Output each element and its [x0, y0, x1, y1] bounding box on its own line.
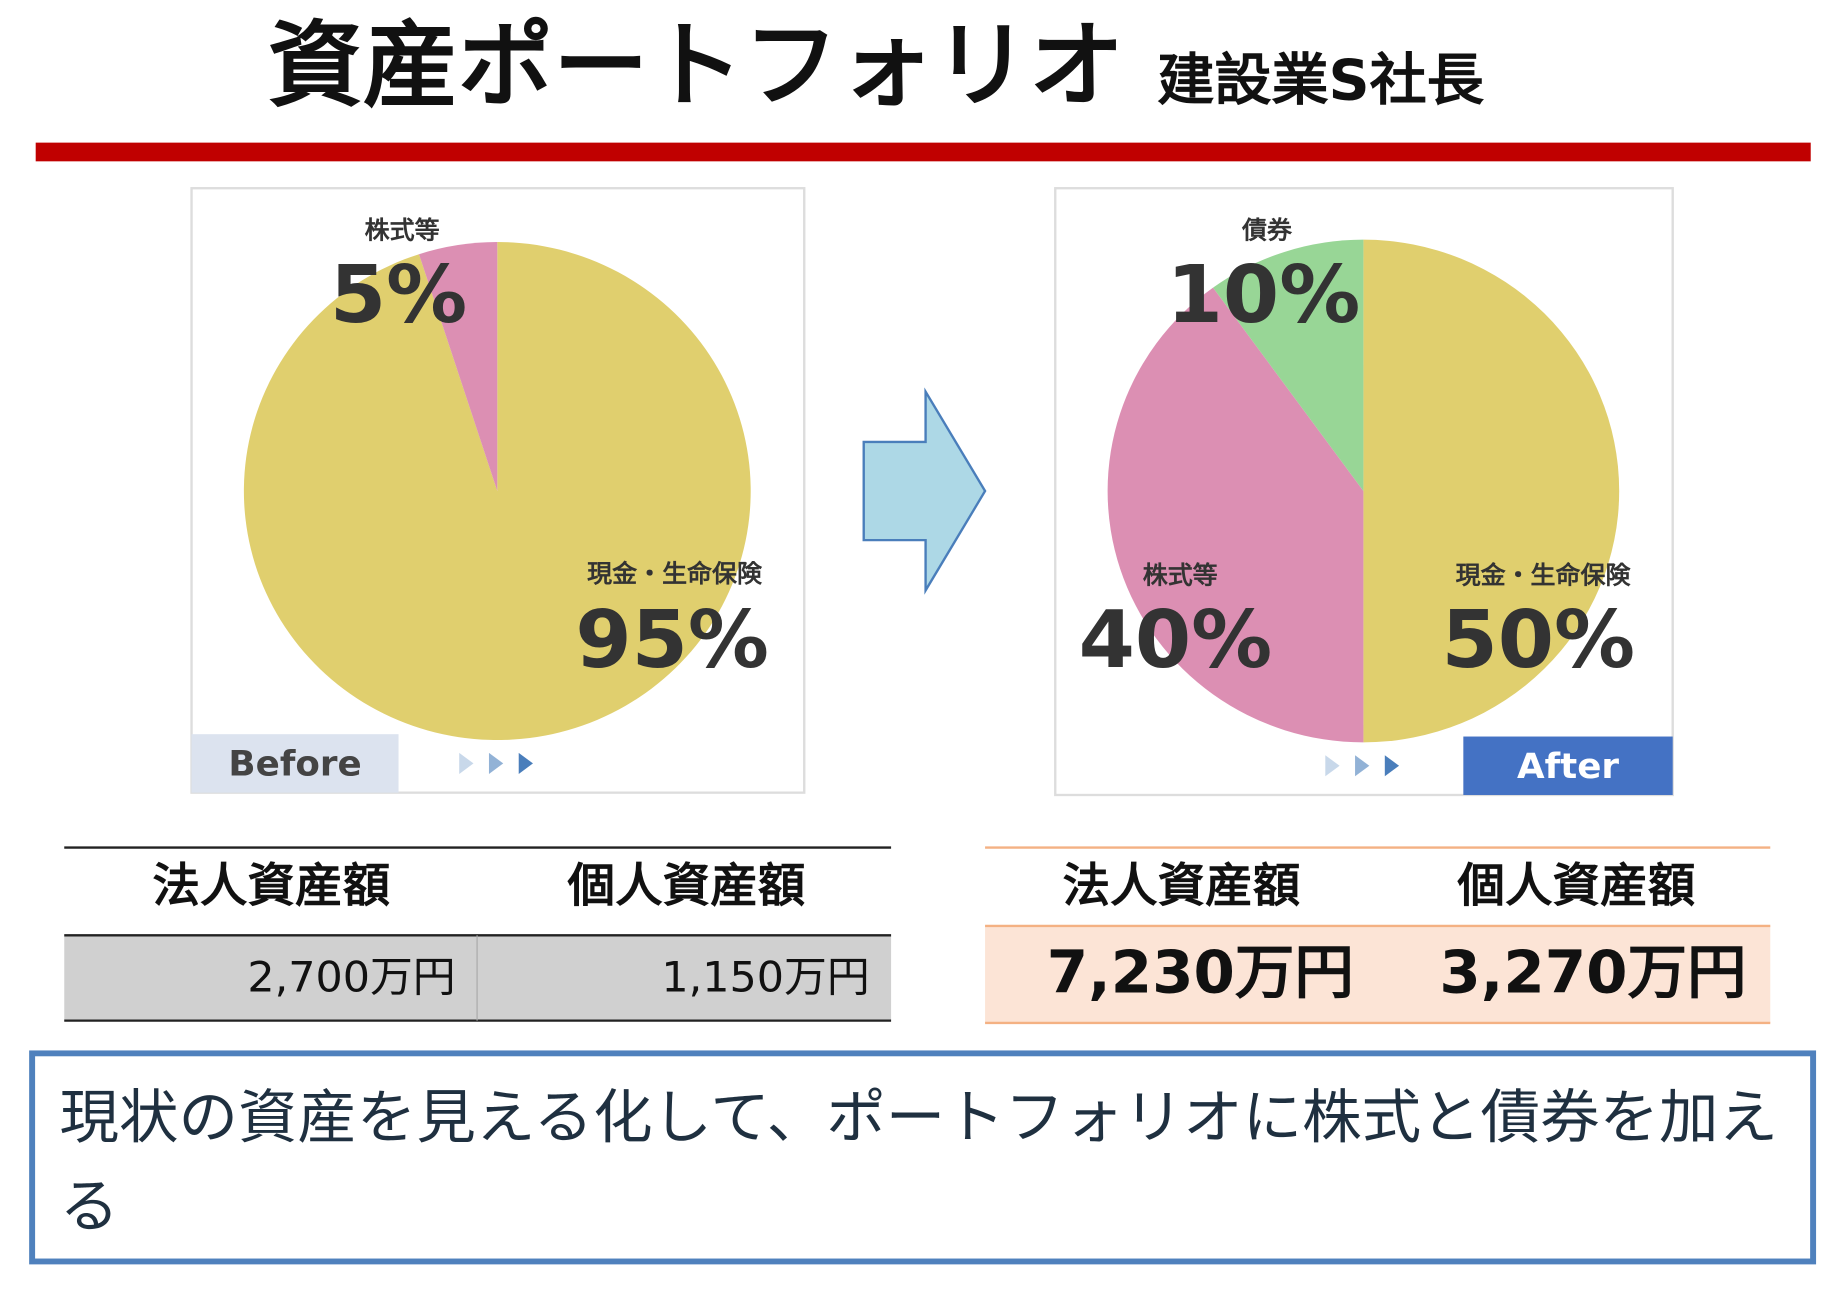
- arrow: [862, 387, 987, 595]
- badge: [191, 734, 399, 793]
- table-row-bg: [985, 925, 1771, 1023]
- badge-label: After: [1517, 746, 1620, 787]
- table-header: 個人資産額: [1456, 859, 1695, 914]
- pie-slice: [243, 242, 751, 741]
- table-cell: 3,270万円: [1439, 938, 1746, 1006]
- slice-name: 現金・生命保険: [1456, 561, 1631, 590]
- table-row-bg: [64, 935, 892, 1021]
- slice-value: 5%: [330, 249, 467, 341]
- pie-slice: [1213, 239, 1364, 492]
- pie-slice: [418, 242, 498, 492]
- table-header: 個人資産額: [567, 859, 806, 914]
- title-bar: [35, 142, 1811, 162]
- table-header: 法人資産額: [1062, 859, 1300, 914]
- table-cell: 1,150万円: [661, 954, 869, 1003]
- message: 現状の資産を見える化して、ポートフォリオに株式と債券を加える: [59, 1083, 1779, 1241]
- table-cell: 2,700万円: [247, 954, 455, 1003]
- title: 資産ポートフォリオ: [268, 12, 1124, 121]
- pie-slice: [1363, 239, 1620, 743]
- subtitle: 建設業S社長: [1157, 48, 1484, 113]
- badge-label: Before: [228, 744, 361, 785]
- slice-name: 株式等: [365, 216, 440, 245]
- message-box: [29, 1050, 1817, 1265]
- table-header: 法人資産額: [152, 859, 390, 914]
- table-cell: 7,230万円: [1047, 938, 1354, 1006]
- badge: [1463, 736, 1673, 795]
- message-area: 現状の資産を見える化して、ポートフォリオに株式と債券を加える: [59, 1083, 1779, 1241]
- chevrons: [459, 752, 1400, 777]
- slice-value: 50%: [1441, 594, 1635, 686]
- slice-name: 現金・生命保険: [587, 559, 762, 588]
- pie-slice: [1107, 287, 1364, 743]
- slice-value: 10%: [1167, 249, 1361, 341]
- slice-name: 債券: [1241, 216, 1292, 245]
- slice-name: 株式等: [1143, 561, 1218, 590]
- slice-value: 95%: [575, 594, 769, 686]
- slice-value: 40%: [1079, 594, 1273, 686]
